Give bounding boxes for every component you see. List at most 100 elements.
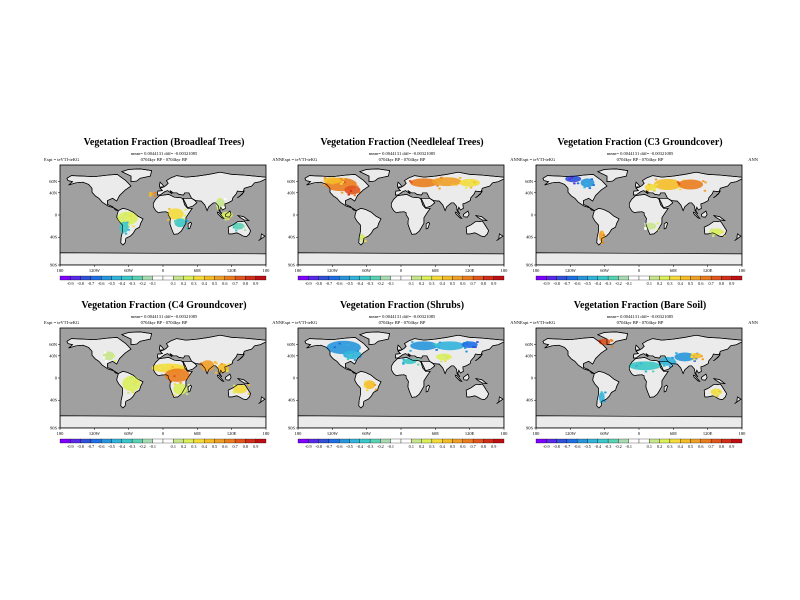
anomaly-cell <box>639 362 643 365</box>
colorbar-swatch <box>380 438 391 444</box>
panel-title: Vegetation Fraction (C4 Groundcover) <box>81 300 247 311</box>
anomaly-patch <box>580 178 595 188</box>
anomaly-cell <box>353 194 357 197</box>
anomaly-cell <box>410 181 413 184</box>
anomaly-cell <box>635 365 638 367</box>
anomaly-cell <box>171 365 174 368</box>
coastline-north-america <box>304 174 370 211</box>
anomaly-patch <box>674 352 696 362</box>
coastline-japan <box>237 353 245 362</box>
colorbar-swatch <box>638 275 650 281</box>
anomaly-patch <box>459 178 480 187</box>
anomaly-cell <box>677 182 681 185</box>
anomaly-cell <box>704 181 707 184</box>
lon-label: 120W <box>89 268 101 273</box>
colorbar-swatch <box>318 275 330 281</box>
lon-label: 120W <box>565 431 577 436</box>
anomaly-cell <box>438 187 441 190</box>
colorbar-swatch <box>587 438 598 444</box>
colorbar-label: -0.4 <box>118 444 126 449</box>
colorbar-swatch <box>349 438 360 444</box>
landmass-antarctica <box>536 252 742 265</box>
anomaly-cell <box>224 218 227 221</box>
panel-stats: mean= 0.0044131 diff= -0.00321085 <box>606 151 674 156</box>
colorbar-label: 0.5 <box>688 444 693 449</box>
anomaly-cell <box>436 184 439 187</box>
anomaly-cell <box>186 220 189 222</box>
colorbar-swatch <box>173 438 184 444</box>
anomaly-cell <box>600 391 603 394</box>
panel-experiment: Expt = teVTI-teKG <box>44 320 80 325</box>
anomaly-cell <box>700 355 703 358</box>
anomaly-cell <box>570 176 574 179</box>
anomaly-cell <box>701 358 704 361</box>
colorbar-label: -0.7 <box>564 281 571 286</box>
colorbar-label: 0.6 <box>698 281 703 286</box>
anomaly-cell <box>222 206 226 209</box>
colorbar-label: 0.5 <box>688 281 693 286</box>
colorbar-label: -0.5 <box>108 444 115 449</box>
colorbar-label: 0.4 <box>202 444 208 449</box>
lon-label: 120E <box>465 268 475 273</box>
anomaly-cell <box>568 178 571 181</box>
lon-label: 60E <box>670 431 678 436</box>
anomaly-cell <box>112 355 116 357</box>
anomaly-cell <box>576 182 580 185</box>
anomaly-cell <box>184 208 187 211</box>
anomaly-cell <box>668 365 672 368</box>
anomaly-cell <box>466 341 469 343</box>
coastline-indonesia-borneo <box>225 210 232 218</box>
colorbar-swatch <box>400 438 412 444</box>
anomaly-cell <box>434 344 438 347</box>
anomaly-cell <box>338 342 341 345</box>
colorbar-label: -0.7 <box>326 281 333 286</box>
colorbar-label: 0.1 <box>647 444 652 449</box>
colorbar-swatch <box>183 275 195 281</box>
lon-label: 180 <box>501 268 509 273</box>
colorbar-swatch <box>328 438 340 444</box>
coastline-south-america <box>592 370 620 409</box>
colorbar-label: 0.8 <box>243 281 248 286</box>
anomaly-cell <box>718 390 721 393</box>
anomaly-cell <box>446 355 449 358</box>
anomaly-cell <box>154 192 157 194</box>
anomaly-cell <box>598 340 602 343</box>
lon-label: 60E <box>670 268 678 273</box>
anomaly-cell <box>598 339 601 342</box>
colorbar-label: 0.5 <box>450 281 455 286</box>
colorbar-swatch <box>546 275 557 281</box>
anomaly-cell <box>168 208 171 210</box>
panel-season: ANN <box>272 157 282 162</box>
colorbar-label: -0.2 <box>139 444 146 449</box>
panel-stats: mean= 0.0044131 diff= -0.00321085 <box>368 314 436 319</box>
coastline-arabia <box>658 197 674 209</box>
lon-label: 0 <box>400 431 403 436</box>
anomaly-cell <box>132 225 135 228</box>
panel-years: 0704kyr BP - 0704kyr BP <box>140 320 188 325</box>
lon-label: 120E <box>703 268 713 273</box>
colorbar-swatch <box>669 438 681 444</box>
anomaly-cell <box>220 363 223 365</box>
colorbar-label: 0.7 <box>232 281 237 286</box>
anomaly-cell <box>356 350 359 353</box>
lon-label: 60W <box>124 268 133 273</box>
colorbar-label: -0.6 <box>574 444 581 449</box>
coastline-arabia <box>420 197 436 209</box>
lat-label: 60N <box>525 342 534 347</box>
colorbar-label: -0.8 <box>77 281 84 286</box>
coastline-madagascar <box>425 221 430 230</box>
anomaly-cell <box>408 180 412 182</box>
colorbar-swatch <box>328 275 340 281</box>
coastline-greenland <box>120 331 152 346</box>
anomaly-patch <box>122 375 141 392</box>
anomaly-cell <box>601 231 604 234</box>
lon-label: 0 <box>638 268 641 273</box>
colorbar-label: -0.2 <box>377 281 384 286</box>
anomaly-cell <box>173 375 176 378</box>
colorbar-swatch <box>597 275 609 281</box>
colorbar-swatch <box>731 275 743 281</box>
coastline-eurasia <box>156 171 266 215</box>
coastline-new-zealand <box>258 233 266 241</box>
colorbar-label: -0.7 <box>326 444 333 449</box>
colorbar-swatch <box>493 438 505 444</box>
